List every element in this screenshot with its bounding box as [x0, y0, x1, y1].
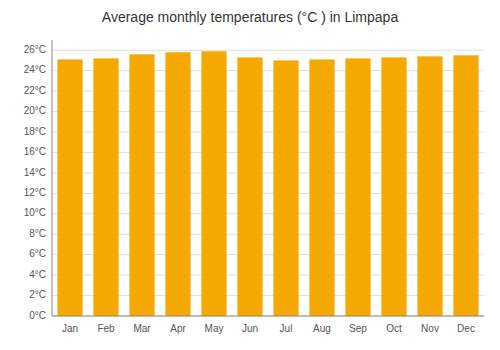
grid-line — [52, 50, 484, 51]
y-tick-label: 0°C — [29, 310, 46, 321]
x-tick-label: May — [205, 323, 224, 334]
y-tick-label: 14°C — [24, 167, 46, 178]
bar — [93, 58, 118, 316]
y-tick-label: 18°C — [24, 126, 46, 137]
bar — [237, 57, 262, 316]
x-tick-label: Feb — [97, 323, 115, 334]
grid — [52, 50, 484, 316]
bar — [57, 59, 82, 316]
x-tick-label: Jun — [242, 323, 258, 334]
y-tick-label: 4°C — [29, 269, 46, 280]
y-tick-label: 12°C — [24, 187, 46, 198]
bar — [381, 57, 406, 316]
grid-line — [52, 316, 484, 317]
bar — [201, 51, 226, 316]
x-tick-label: Jan — [62, 323, 78, 334]
y-tick-label: 24°C — [24, 64, 46, 75]
x-tick-label: Sep — [349, 323, 367, 334]
x-axis: Jan Feb Mar Apr May Jun Jul Aug Sep Oct Nov Dec — [62, 323, 475, 334]
bar — [309, 59, 334, 316]
y-tick-label: 10°C — [24, 207, 46, 218]
x-tick-label: Oct — [386, 323, 402, 334]
x-tick-label: Nov — [421, 323, 439, 334]
y-tick-label: 16°C — [24, 146, 46, 157]
x-tick-label: Apr — [170, 323, 186, 334]
bar — [453, 55, 478, 316]
bar — [165, 52, 190, 316]
bars — [57, 51, 478, 316]
bar — [345, 58, 370, 316]
y-tick-label: 2°C — [29, 289, 46, 300]
x-tick-label: Jul — [280, 323, 293, 334]
y-axis-line — [52, 40, 53, 316]
bar — [417, 56, 442, 316]
bar — [273, 60, 298, 316]
x-tick-label: Dec — [457, 323, 475, 334]
y-axis: 0°C 2°C 4°C 6°C 8°C 10°C 12°C 14°C 16°C 18°C 20°C 2… — [24, 44, 46, 321]
y-tick-label: 6°C — [29, 248, 46, 259]
bar — [129, 54, 154, 316]
y-tick-label: 20°C — [24, 105, 46, 116]
x-tick-label: Mar — [133, 323, 151, 334]
y-tick-label: 22°C — [24, 85, 46, 96]
y-tick-label: 8°C — [29, 228, 46, 239]
x-tick-label: Aug — [313, 323, 331, 334]
y-tick-label: 26°C — [24, 44, 46, 55]
chart: 0°C 2°C 4°C 6°C 8°C 10°C 12°C 14°C 16°C 18°C 20°C 2… — [0, 0, 500, 350]
x-axis-line — [52, 316, 484, 317]
title: Average monthly temperatures (°C ) in Li… — [102, 9, 399, 25]
